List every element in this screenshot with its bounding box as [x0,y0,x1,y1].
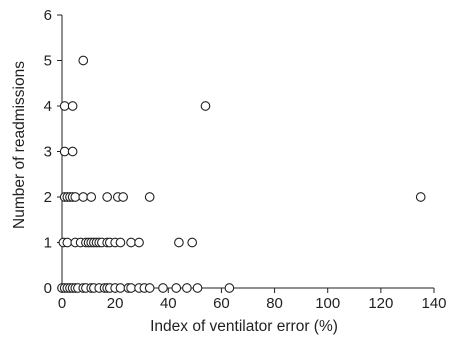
data-point [171,283,182,293]
data-point [115,237,126,248]
data-point [59,146,70,157]
data-point [86,192,97,202]
x-tick-label: 120 [368,295,393,312]
data-point [224,283,235,293]
x-tick-label: 60 [213,295,230,312]
data-point [78,55,89,66]
x-ticks: 0 20 40 60 80 100 120 140 [58,288,447,312]
data-point [102,192,113,202]
data-point [415,192,426,202]
data-points [57,55,426,293]
y-axis-title: Number of readmissions [11,61,28,229]
data-point [187,237,198,248]
data-point [70,192,81,202]
x-tick-label: 80 [266,295,283,312]
y-tick-label: 3 [44,144,52,161]
data-point [134,237,144,248]
data-point [174,237,184,248]
data-point [62,237,73,248]
data-point [67,101,78,111]
x-axis-title: Index of ventilator error (%) [150,318,338,335]
data-point [78,192,89,202]
x-tick-label: 40 [160,295,177,312]
y-ticks: 0 1 2 3 4 5 6 [44,7,62,297]
x-tick-label: 100 [315,295,340,312]
data-point [126,283,136,293]
data-point [126,237,136,248]
x-tick-label: 0 [58,295,66,312]
data-point [200,101,211,111]
y-tick-label: 4 [44,98,52,115]
data-point [67,146,78,157]
data-point [192,283,203,293]
x-tick-label: 20 [107,295,124,312]
y-tick-label: 5 [44,53,52,70]
y-tick-label: 2 [44,189,52,206]
data-point [144,283,155,293]
y-tick-label: 6 [44,7,52,24]
data-point [144,192,155,202]
y-tick-label: 0 [44,280,52,297]
data-point [182,283,192,293]
data-point [59,101,70,111]
x-tick-label: 140 [421,295,446,312]
data-point [118,192,128,202]
data-point [115,283,126,293]
y-tick-label: 1 [44,235,52,252]
data-point [158,283,168,293]
